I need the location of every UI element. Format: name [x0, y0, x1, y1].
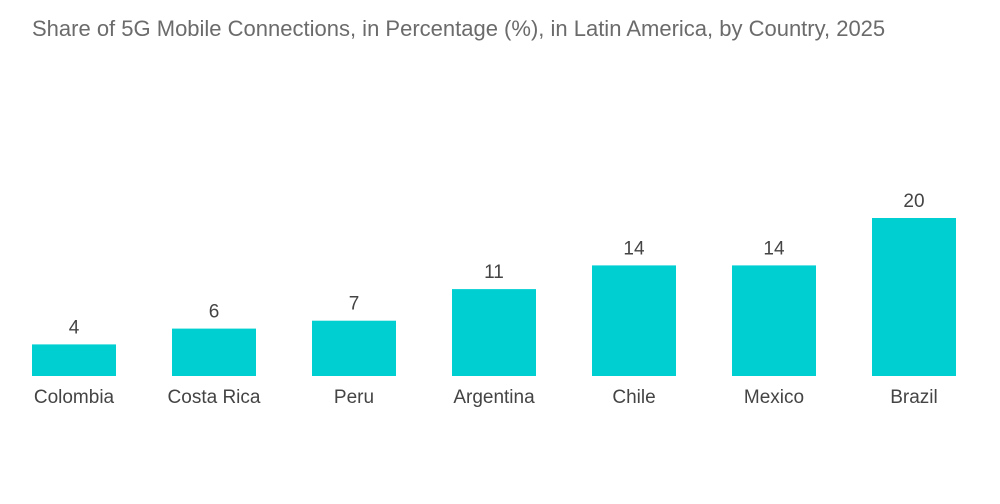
- category-label-colombia: Colombia: [34, 387, 115, 408]
- category-label-costa-rica: Costa Rica: [168, 387, 261, 408]
- category-labels-layer: Colombia Costa Rica Peru Argentina Chile Mexi…: [34, 387, 938, 408]
- value-labels-layer: 4 6 7 11 14 14 20: [69, 191, 925, 338]
- category-label-chile: Chile: [612, 387, 655, 408]
- bars-layer: [32, 218, 956, 376]
- category-label-argentina: Argentina: [453, 387, 535, 408]
- value-label-costa-rica: 6: [209, 302, 220, 323]
- value-label-colombia: 4: [69, 317, 80, 338]
- value-label-brazil: 20: [903, 191, 924, 212]
- bar-mexico: [732, 265, 816, 376]
- bar-colombia: [32, 344, 116, 376]
- value-label-chile: 14: [623, 238, 645, 259]
- chart-title: Share of 5G Mobile Connections, in Perce…: [32, 16, 886, 41]
- bar-argentina: [452, 289, 536, 376]
- category-label-mexico: Mexico: [744, 387, 804, 408]
- bar-brazil: [872, 218, 956, 376]
- category-label-peru: Peru: [334, 387, 374, 408]
- bar-costa-rica: [172, 328, 256, 376]
- category-label-brazil: Brazil: [890, 387, 938, 408]
- value-label-peru: 7: [349, 294, 360, 315]
- value-label-argentina: 11: [484, 262, 504, 283]
- value-label-mexico: 14: [763, 238, 785, 259]
- bar-chile: [592, 265, 676, 376]
- bar-peru: [312, 320, 396, 376]
